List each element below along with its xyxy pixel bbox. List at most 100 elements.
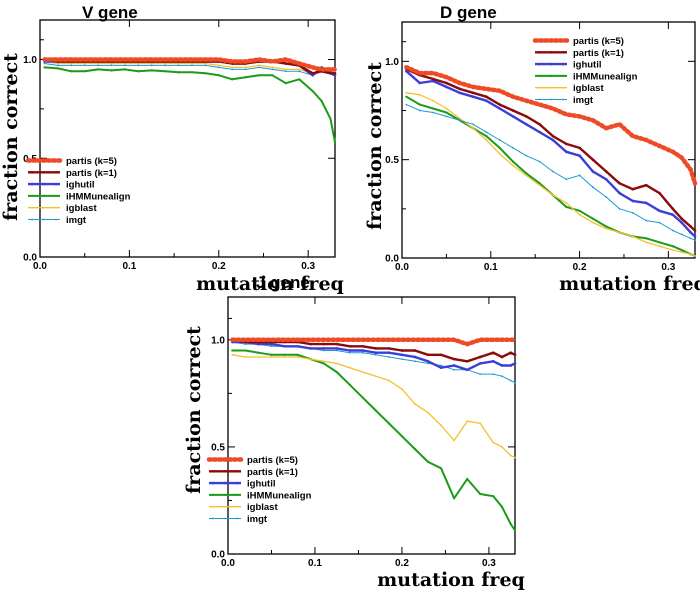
- data-point: [413, 448, 417, 451]
- data-point: [658, 221, 661, 224]
- x-axis-label: mutation freq: [559, 273, 700, 295]
- data-point: [361, 349, 365, 352]
- data-point: [658, 191, 661, 195]
- data-point: [492, 495, 495, 498]
- y-tick-label: 0.0: [211, 550, 225, 561]
- data-point: [83, 62, 86, 65]
- data-point: [258, 66, 260, 69]
- legend-marker: [223, 469, 227, 473]
- data-point: [645, 219, 648, 222]
- data-point: [284, 82, 287, 85]
- data-point: [374, 351, 378, 355]
- series-line-ihmmunealign: [232, 349, 516, 531]
- data-point: [43, 62, 46, 65]
- chart-title: J gene: [256, 273, 310, 292]
- data-point: [671, 229, 674, 232]
- data-point: [465, 368, 469, 372]
- chart-title: V gene: [82, 3, 138, 22]
- legend-label: partis (k=1): [573, 48, 624, 59]
- data-point: [311, 71, 315, 75]
- data-point: [322, 342, 326, 346]
- data-point: [70, 70, 73, 73]
- data-point: [43, 66, 46, 69]
- legend-label: igblast: [66, 203, 97, 214]
- data-point: [644, 201, 648, 205]
- data-point: [591, 217, 595, 220]
- data-point: [645, 237, 648, 240]
- data-point: [110, 64, 113, 67]
- data-point: [413, 355, 417, 359]
- data-point: [538, 130, 541, 134]
- data-point: [509, 454, 512, 457]
- data-point: [500, 355, 504, 359]
- data-point: [271, 66, 274, 69]
- data-point: [501, 446, 503, 448]
- data-point: [693, 235, 697, 238]
- data-point: [618, 231, 621, 234]
- data-point: [231, 68, 234, 71]
- data-point: [565, 205, 568, 208]
- data-point: [110, 62, 113, 65]
- data-point: [492, 441, 495, 444]
- data-point: [440, 424, 442, 427]
- data-point: [694, 255, 696, 257]
- data-point: [110, 69, 113, 72]
- legend-marker: [54, 194, 58, 197]
- data-point: [604, 170, 608, 173]
- data-point: [296, 356, 299, 358]
- data-point: [500, 364, 504, 367]
- data-point: [671, 207, 675, 211]
- data-point: [680, 221, 684, 224]
- x-tick-label: 0.2: [395, 558, 409, 569]
- data-point: [509, 351, 513, 355]
- data-point: [335, 370, 338, 374]
- data-point: [271, 74, 274, 77]
- legend-marker: [42, 194, 46, 197]
- data-point: [680, 217, 684, 221]
- data-point: [164, 70, 167, 73]
- data-point: [466, 420, 469, 423]
- data-point: [605, 225, 608, 228]
- legend-marker: [561, 62, 565, 66]
- data-point: [492, 373, 495, 375]
- data-point: [414, 403, 416, 405]
- legend-marker: [538, 98, 540, 101]
- data-point: [204, 72, 207, 75]
- data-point: [511, 115, 515, 118]
- data-point: [525, 174, 528, 177]
- data-point: [348, 366, 351, 369]
- data-point: [244, 356, 247, 358]
- legend-marker: [550, 86, 552, 89]
- series-line-ihmmunealign: [405, 95, 696, 257]
- legend-marker: [537, 50, 541, 54]
- data-point: [387, 351, 391, 355]
- data-point: [271, 68, 274, 71]
- data-point: [498, 103, 502, 106]
- y-tick-label: 1.0: [211, 335, 225, 346]
- data-point: [405, 95, 408, 98]
- data-point: [551, 138, 555, 142]
- panel-v-gene: V gene fraction correct mutation freq 0.…: [0, 3, 344, 295]
- data-point: [374, 353, 377, 356]
- data-point: [257, 356, 260, 358]
- data-point: [320, 99, 323, 103]
- data-point: [680, 233, 683, 236]
- data-point: [335, 362, 338, 365]
- panel-j-gene: J gene fraction correct mutation freq 0.…: [183, 273, 525, 591]
- data-point: [458, 119, 461, 122]
- data-point: [485, 139, 488, 141]
- data-point: [217, 74, 220, 77]
- data-point: [498, 146, 501, 149]
- data-point: [644, 183, 648, 187]
- data-point: [491, 351, 495, 355]
- y-tick-label: 0.0: [385, 254, 399, 265]
- data-point: [427, 411, 429, 414]
- data-point: [257, 351, 260, 354]
- legend-marker: [561, 50, 565, 54]
- legend: partis (k=5) partis (k=1) ighutil iHMMun…: [25, 156, 131, 226]
- data-point: [565, 178, 568, 181]
- data-point: [83, 70, 86, 73]
- data-point: [472, 127, 474, 130]
- data-point: [524, 122, 528, 126]
